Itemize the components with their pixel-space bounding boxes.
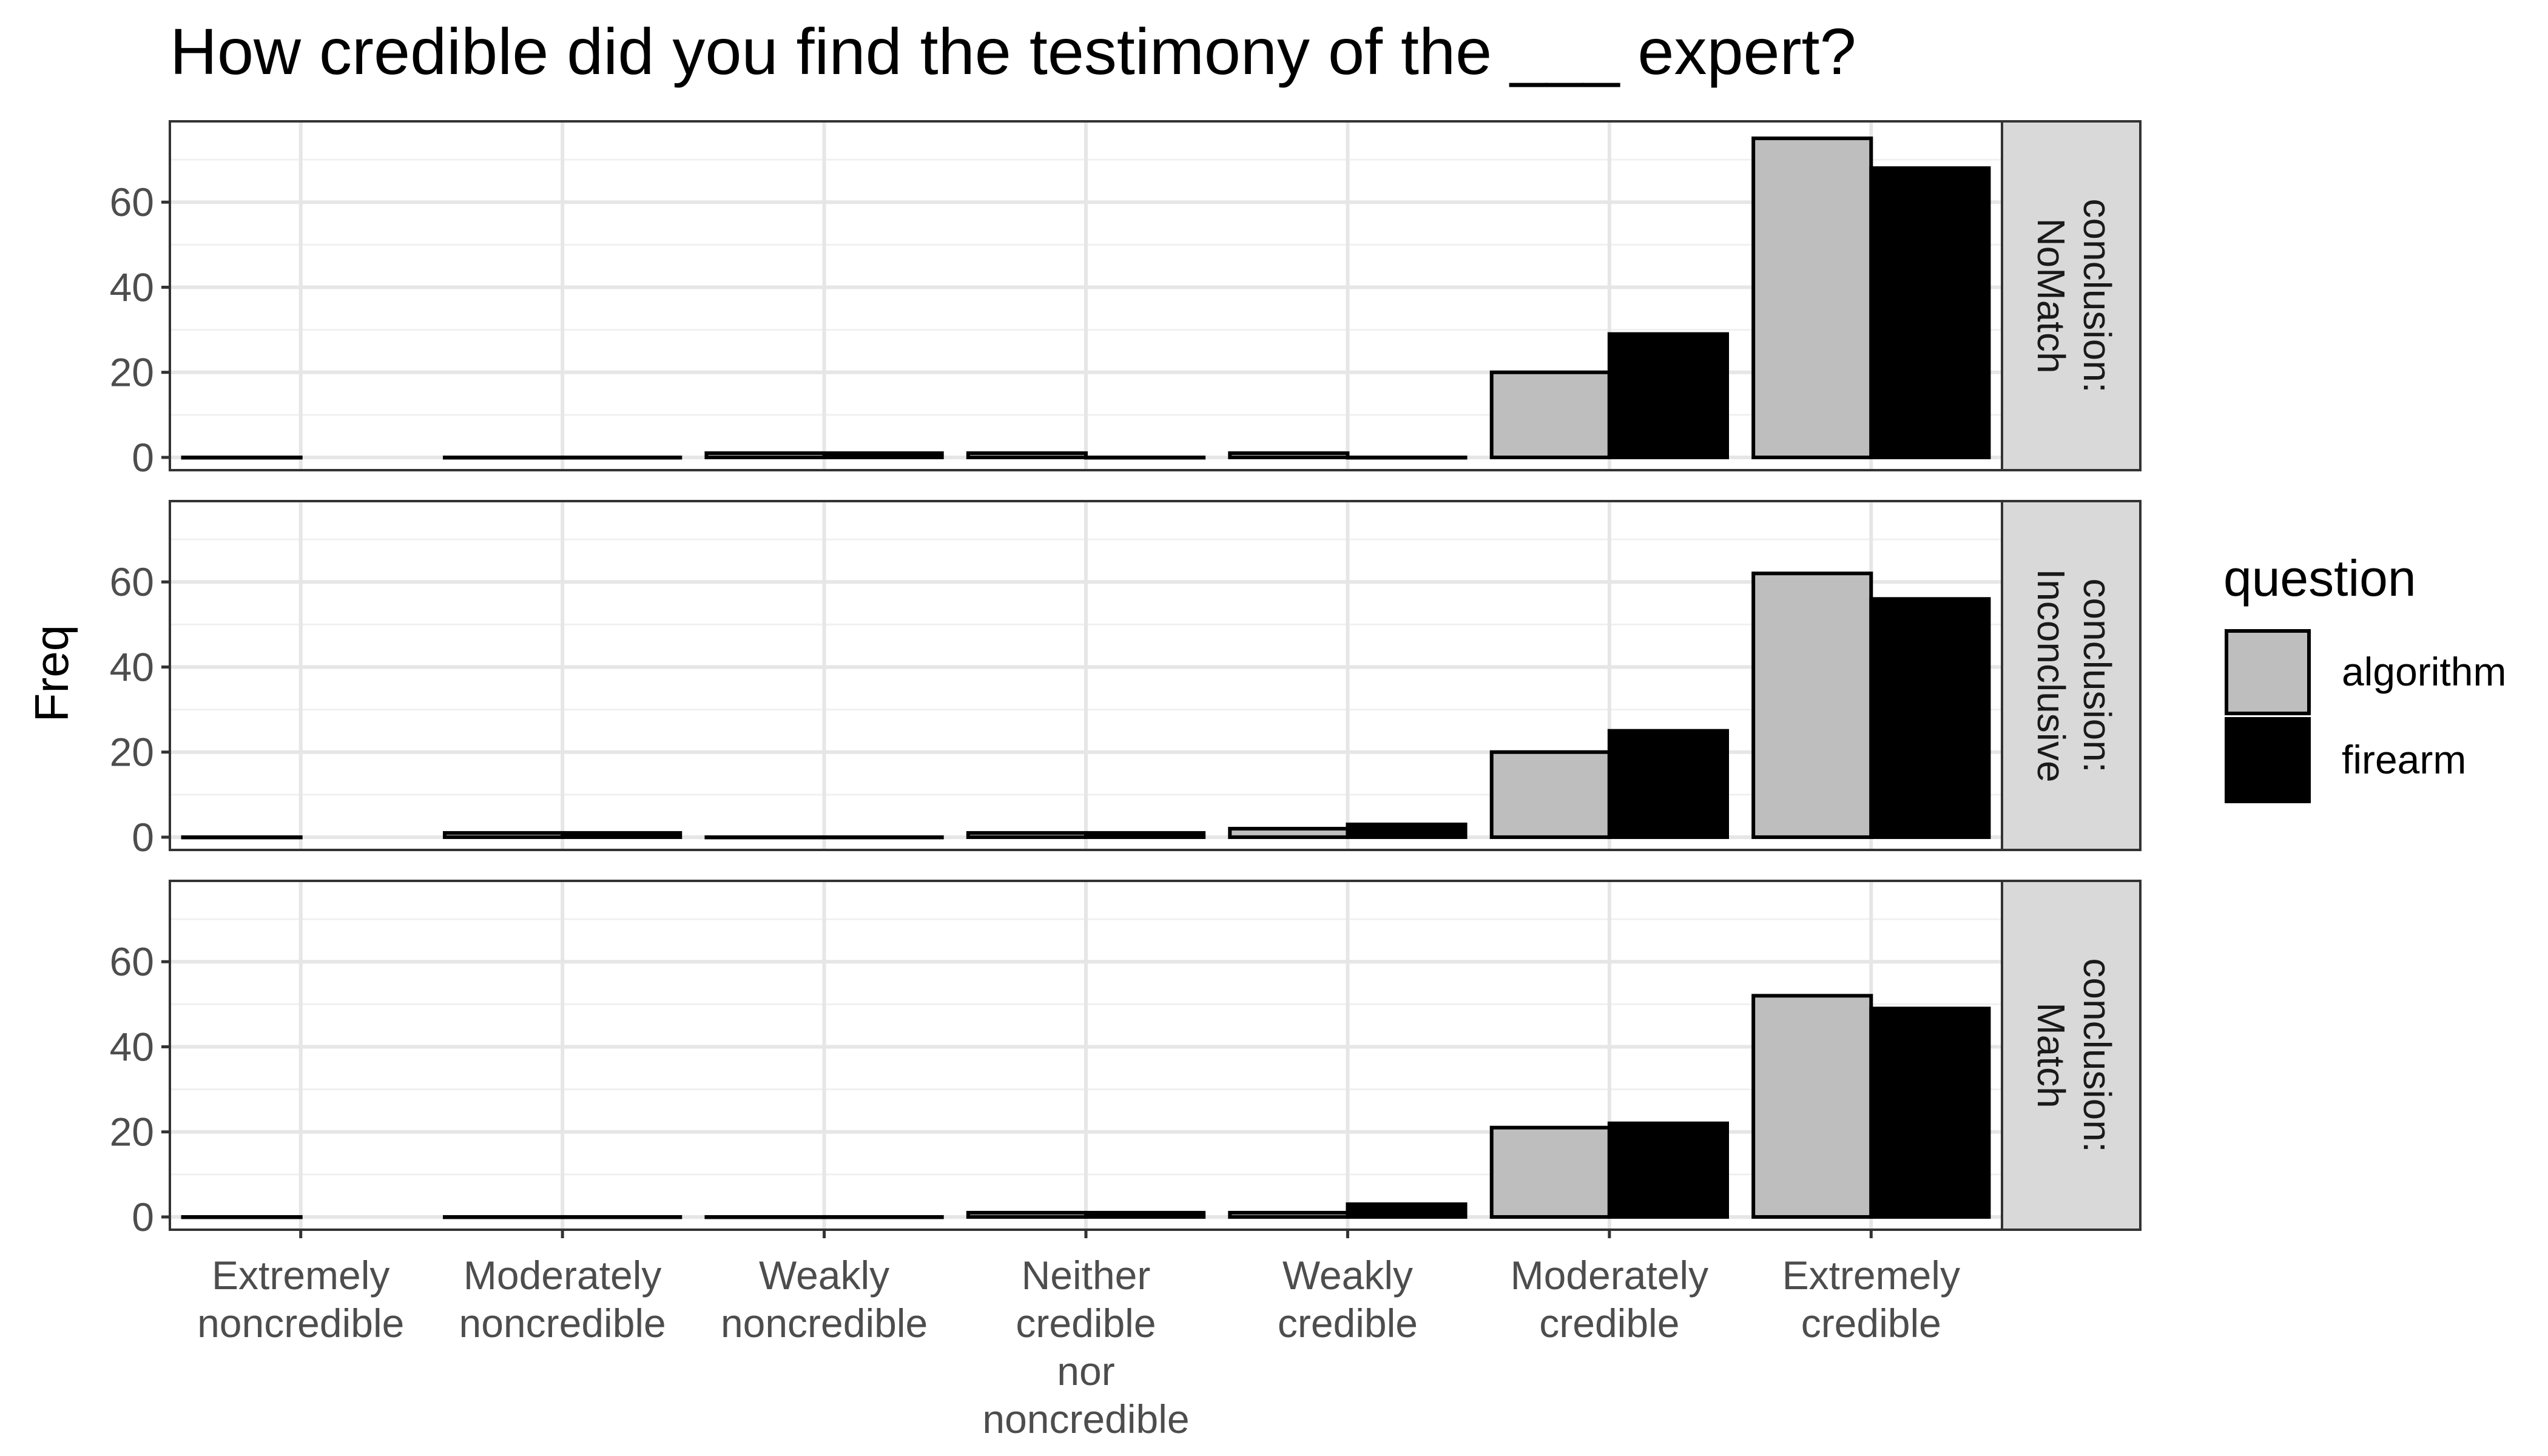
- bar-algorithm: [1751, 994, 1873, 1219]
- bar-firearm: [1607, 332, 1730, 459]
- facet-panel: 0 20 40 60 conclusion:NoMatch: [110, 120, 2142, 480]
- x-tick-label: Moderately: [463, 1253, 662, 1298]
- facet-panel: 0 20 40 60 conclusion:Match: [110, 880, 2142, 1239]
- x-tick-label: credible: [1016, 1301, 1156, 1346]
- facet-strip-label: conclusion:: [2075, 578, 2119, 772]
- chart-title: How credible did you find the testimony …: [170, 15, 1856, 88]
- legend-label-algorithm: algorithm: [2342, 649, 2506, 694]
- bar-algorithm: [1228, 826, 1350, 839]
- bar-algorithm: [1228, 1210, 1350, 1219]
- bar-algorithm: [181, 1215, 303, 1219]
- x-axis-tick-labels: ExtremelynoncredibleModeratelynoncredibl…: [197, 1230, 1960, 1441]
- bar-firearm: [1346, 822, 1468, 839]
- bar-algorithm: [1751, 136, 1873, 459]
- y-axis-label: Freq: [25, 625, 78, 722]
- legend: question algorithm firearm: [2223, 550, 2506, 803]
- bar-algorithm: [704, 451, 826, 459]
- y-tick-label: 40: [110, 644, 154, 689]
- bar-algorithm: [1489, 370, 1611, 459]
- bar-firearm: [1346, 455, 1468, 460]
- y-tick-label: 20: [110, 730, 154, 775]
- y-tick-label: 40: [110, 1024, 154, 1069]
- bar-firearm: [1869, 166, 1991, 459]
- facet-panel: 0 20 40 60 conclusion:Inconclusive: [110, 500, 2142, 860]
- bar-firearm: [1084, 1210, 1206, 1219]
- bar-firearm: [822, 1215, 944, 1219]
- x-tick-label: Weakly: [1282, 1253, 1413, 1298]
- x-tick-label: credible: [1539, 1301, 1679, 1346]
- bar-algorithm: [704, 1215, 826, 1219]
- x-tick-label: nor: [1057, 1349, 1114, 1394]
- bar-algorithm: [704, 835, 826, 840]
- x-tick-label: Moderately: [1511, 1253, 1709, 1298]
- bar-algorithm: [181, 455, 303, 460]
- bar-algorithm: [443, 1215, 565, 1219]
- y-tick-label: 20: [110, 350, 154, 395]
- y-tick-label: 0: [132, 815, 154, 860]
- bar-algorithm: [443, 455, 565, 460]
- bar-firearm: [822, 451, 944, 459]
- bar-algorithm: [1228, 451, 1350, 459]
- x-tick-label: credible: [1278, 1301, 1418, 1346]
- legend-key-firearm: [2225, 717, 2311, 803]
- x-tick-label: noncredible: [197, 1301, 404, 1346]
- facet-strip-label: conclusion:: [2075, 198, 2119, 393]
- facet-strip: [2001, 120, 2142, 471]
- bar-firearm: [561, 831, 682, 839]
- y-tick-label: 0: [132, 435, 154, 480]
- legend-title: question: [2223, 550, 2416, 607]
- bar-firearm: [1084, 831, 1206, 839]
- bar-firearm: [822, 835, 944, 840]
- bar-algorithm: [966, 831, 1088, 839]
- bar-algorithm: [181, 835, 303, 840]
- bar-firearm: [1869, 1006, 1991, 1219]
- y-tick-label: 60: [110, 559, 154, 604]
- facet-strip: [2001, 880, 2142, 1231]
- legend-key-algorithm: [2225, 629, 2311, 715]
- facet-strip: [2001, 500, 2142, 851]
- y-tick-label: 20: [110, 1110, 154, 1154]
- x-tick-label: Extremely: [212, 1253, 389, 1298]
- facet-strip-label: NoMatch: [2029, 218, 2073, 373]
- bar-algorithm: [966, 1210, 1088, 1219]
- y-tick-label: 60: [110, 939, 154, 984]
- bar-algorithm: [443, 831, 565, 839]
- bar-firearm: [1607, 729, 1730, 839]
- facet-strip-label: conclusion:: [2075, 958, 2119, 1152]
- x-tick-label: noncredible: [982, 1397, 1189, 1441]
- x-tick-label: Extremely: [1782, 1253, 1960, 1298]
- y-tick-label: 60: [110, 180, 154, 224]
- y-tick-label: 40: [110, 265, 154, 309]
- bar-firearm: [1607, 1121, 1730, 1219]
- bar-firearm: [561, 1215, 682, 1219]
- legend-label-firearm: firearm: [2342, 737, 2466, 782]
- y-tick-label: 0: [132, 1195, 154, 1239]
- bar-firearm: [561, 455, 682, 460]
- bar-algorithm: [1489, 1125, 1611, 1219]
- x-tick-label: credible: [1801, 1301, 1941, 1346]
- x-tick-label: noncredible: [459, 1301, 666, 1346]
- bar-firearm: [1869, 597, 1991, 839]
- bar-firearm: [1084, 455, 1206, 460]
- x-tick-label: Weakly: [759, 1253, 889, 1298]
- facet-strip-label: Inconclusive: [2029, 568, 2073, 782]
- facet-strip-label: Match: [2029, 1002, 2073, 1108]
- bar-firearm: [1346, 1202, 1468, 1219]
- bar-algorithm: [1489, 750, 1611, 839]
- bar-algorithm: [966, 451, 1088, 459]
- x-tick-label: Neither: [1022, 1253, 1151, 1298]
- x-tick-label: noncredible: [721, 1301, 928, 1346]
- bar-algorithm: [1751, 571, 1873, 839]
